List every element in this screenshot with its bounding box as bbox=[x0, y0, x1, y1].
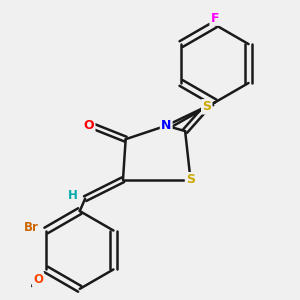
Text: S: S bbox=[186, 173, 195, 186]
Text: H: H bbox=[68, 189, 78, 203]
Text: F: F bbox=[211, 12, 219, 25]
Text: S: S bbox=[202, 100, 211, 113]
Text: Br: Br bbox=[23, 221, 38, 234]
Text: N: N bbox=[161, 119, 171, 132]
Text: O: O bbox=[84, 119, 94, 132]
Text: O: O bbox=[33, 273, 43, 286]
